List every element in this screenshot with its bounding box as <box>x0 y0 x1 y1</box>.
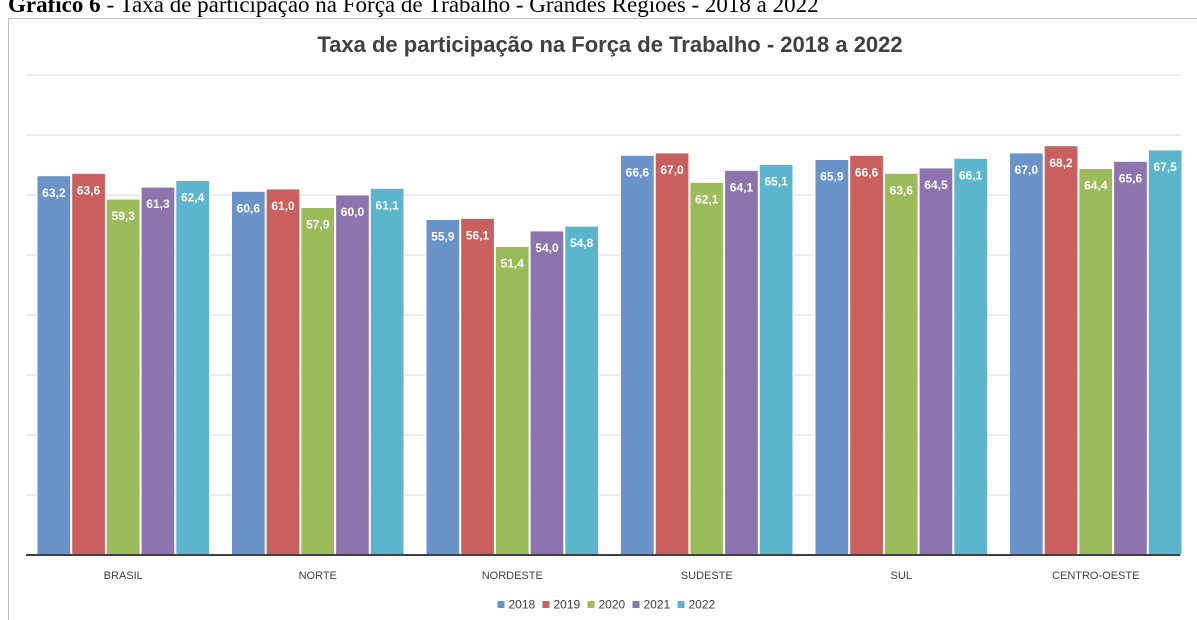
x-tick-label: SUL <box>891 570 912 582</box>
data-label: 66,6 <box>855 165 879 179</box>
data-label: 67,5 <box>1153 160 1177 174</box>
bar <box>620 154 655 556</box>
legend-swatch <box>632 601 640 608</box>
legend-label: 2018 <box>509 598 536 612</box>
legend-swatch <box>497 601 505 608</box>
data-label: 54,0 <box>535 241 559 255</box>
data-label: 59,3 <box>112 209 136 223</box>
data-label: 67,0 <box>1015 163 1039 177</box>
bar <box>175 180 210 556</box>
caption: Gráfico 6 - Taxa de participação na Força… <box>8 0 819 17</box>
bar <box>369 187 405 556</box>
bar <box>265 188 301 556</box>
data-label: 66,6 <box>626 165 650 179</box>
data-label: 63,6 <box>890 183 914 197</box>
bar <box>849 154 884 556</box>
data-label: 61,3 <box>146 197 170 211</box>
x-tick-label: NORTE <box>299 570 337 582</box>
bar <box>495 246 530 556</box>
bar <box>884 172 919 556</box>
legend-label: 2020 <box>599 598 626 612</box>
data-label: 60,0 <box>341 205 365 219</box>
bar <box>460 217 495 556</box>
data-label: 56,1 <box>466 228 490 242</box>
bar <box>231 190 266 556</box>
x-tick-label: BRASIL <box>104 570 143 582</box>
data-label: 62,1 <box>695 192 719 206</box>
data-label: 67,0 <box>660 163 684 177</box>
x-tick-label: NORDESTE <box>482 570 543 582</box>
data-label: 64,5 <box>924 178 948 192</box>
bar <box>300 207 335 556</box>
data-label: 65,6 <box>1119 171 1143 185</box>
data-label: 63,2 <box>42 186 66 200</box>
x-tick-label: SUDESTE <box>681 570 733 582</box>
bar <box>953 157 988 556</box>
bar <box>654 152 690 556</box>
data-label: 62,4 <box>181 191 205 205</box>
data-label: 60,6 <box>237 201 261 215</box>
bar <box>140 186 176 556</box>
bar <box>36 175 71 556</box>
legend-label: 2021 <box>644 598 671 612</box>
data-label: 65,1 <box>764 174 788 188</box>
data-label: 54,8 <box>570 236 594 250</box>
bar <box>335 194 370 556</box>
bar <box>724 169 759 556</box>
bar <box>759 163 794 556</box>
chart-frame <box>8 18 1197 620</box>
legend-label: 2022 <box>689 598 716 612</box>
caption-label: Gráfico 6 <box>8 0 101 17</box>
data-label: 61,0 <box>271 199 295 213</box>
data-label: 64,1 <box>730 180 754 194</box>
data-label: 57,9 <box>306 218 330 232</box>
legend-swatch <box>677 601 685 608</box>
bar <box>1009 152 1044 556</box>
legend-label: 2019 <box>554 598 581 612</box>
x-tick-label: CENTRO-OESTE <box>1052 570 1139 582</box>
bar <box>106 198 141 556</box>
legend-swatch <box>587 601 595 608</box>
data-label: 66,1 <box>959 168 983 182</box>
caption-text: - Taxa de participação na Força de Traba… <box>107 0 819 17</box>
bar <box>425 219 461 556</box>
data-label: 51,4 <box>501 257 525 271</box>
bar <box>1113 160 1148 556</box>
bar <box>814 159 849 556</box>
data-label: 68,2 <box>1049 156 1073 170</box>
bar <box>529 230 565 556</box>
legend-swatch <box>542 601 550 608</box>
data-label: 55,9 <box>431 230 455 244</box>
data-label: 64,4 <box>1084 179 1108 193</box>
data-label: 65,9 <box>820 170 844 184</box>
bar <box>918 167 954 556</box>
bar <box>1043 145 1079 556</box>
bar <box>1148 149 1183 556</box>
bar <box>71 172 106 556</box>
bar <box>564 225 599 556</box>
chart-title: Taxa de participação na Força de Trabalh… <box>317 32 902 57</box>
data-label: 63,6 <box>77 183 101 197</box>
bar <box>1078 168 1113 556</box>
bar <box>689 181 724 556</box>
data-label: 61,1 <box>375 198 399 212</box>
